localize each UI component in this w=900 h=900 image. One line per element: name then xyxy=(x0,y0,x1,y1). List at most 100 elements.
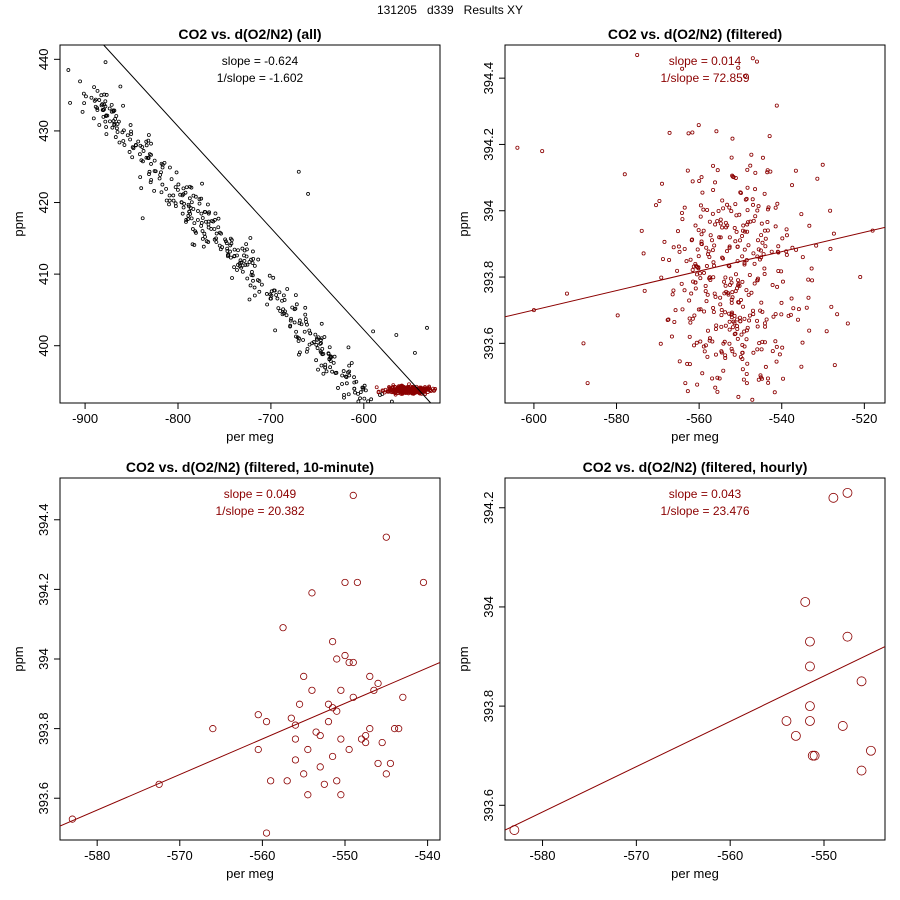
scatter-point xyxy=(698,276,703,281)
y-tick-label: 400 xyxy=(36,335,51,357)
scatter-point xyxy=(700,190,705,195)
scatter-point xyxy=(353,578,361,587)
scatter-point xyxy=(331,360,336,365)
scatter-point xyxy=(707,276,712,281)
scatter-point xyxy=(357,735,366,743)
scatter-point xyxy=(287,714,295,722)
scatter-point xyxy=(669,334,674,339)
scatter-point xyxy=(147,169,152,174)
scatter-point xyxy=(112,123,117,127)
scatter-point xyxy=(732,352,737,357)
scatter-point xyxy=(366,725,374,733)
y-tick-label: 394.4 xyxy=(481,62,496,95)
scatter-point xyxy=(281,307,286,312)
scatter-point xyxy=(720,225,725,230)
scatter-point xyxy=(333,777,341,785)
scatter-point xyxy=(192,243,197,247)
scatter-point xyxy=(810,278,815,283)
scatter-point xyxy=(147,172,151,176)
scatter-point xyxy=(706,249,711,254)
scatter-point xyxy=(250,273,255,278)
scatter-point xyxy=(727,319,732,324)
scatter-point xyxy=(719,313,724,318)
scatter-point xyxy=(680,66,685,71)
scatter-point xyxy=(78,79,82,84)
scatter-point xyxy=(677,359,682,364)
scatter-point xyxy=(639,228,644,233)
scatter-point xyxy=(703,343,708,348)
scatter-point xyxy=(719,324,724,329)
scatter-point xyxy=(696,228,701,233)
scatter-point xyxy=(662,239,667,244)
scatter-point xyxy=(744,196,749,201)
scatter-point xyxy=(144,139,149,144)
scatter-point xyxy=(130,155,135,160)
scatter-point xyxy=(687,362,692,367)
scatter-point xyxy=(187,196,192,201)
scatter-point xyxy=(300,770,308,778)
scatter-point xyxy=(220,245,224,250)
fit-line xyxy=(60,662,440,827)
scatter-point xyxy=(319,363,324,368)
scatter-point xyxy=(775,201,780,206)
scatter-point xyxy=(763,364,768,369)
scatter-point xyxy=(283,777,291,785)
scatter-point xyxy=(733,202,738,207)
scatter-point xyxy=(780,236,785,241)
scatter-point xyxy=(232,254,237,258)
scatter-point xyxy=(729,209,734,214)
scatter-point xyxy=(730,136,735,141)
scatter-point xyxy=(125,133,130,138)
scatter-point xyxy=(382,770,390,778)
scatter-point xyxy=(701,270,706,275)
scatter-point xyxy=(773,205,778,210)
scatter-point xyxy=(751,218,756,223)
scatter-point xyxy=(676,244,681,249)
scatter-point xyxy=(395,387,399,392)
scatter-point xyxy=(315,346,320,350)
scatter-point xyxy=(349,491,357,500)
scatter-point xyxy=(711,187,716,192)
scatter-point xyxy=(673,308,678,313)
scatter-point xyxy=(683,381,688,386)
scatter-point xyxy=(366,672,374,681)
scatter-point xyxy=(153,169,158,174)
scatter-point xyxy=(200,216,205,220)
scatter-point xyxy=(168,165,172,170)
scatter-point xyxy=(660,257,665,262)
scatter-point xyxy=(742,262,747,267)
scatter-point xyxy=(743,197,748,202)
scatter-point xyxy=(100,108,105,112)
scatter-point xyxy=(735,317,740,322)
scatter-point xyxy=(684,259,689,264)
y-axis-label: ppm xyxy=(11,211,26,236)
scatter-point xyxy=(305,322,309,327)
scatter-point xyxy=(735,324,740,329)
scatter-point xyxy=(362,396,367,401)
scatter-point xyxy=(766,205,771,210)
scatter-point xyxy=(745,167,750,172)
scatter-point xyxy=(748,163,753,168)
scatter-point xyxy=(828,492,839,503)
scatter-point xyxy=(732,226,737,231)
scatter-point xyxy=(120,130,125,135)
scatter-point xyxy=(371,329,376,334)
scatter-point xyxy=(665,317,670,322)
scatter-point xyxy=(710,211,715,216)
plot-frame-3 xyxy=(59,477,441,841)
scatter-point xyxy=(302,329,307,334)
scatter-point xyxy=(719,308,724,313)
scatter-point xyxy=(765,220,770,225)
scatter-point xyxy=(713,352,718,357)
scatter-point xyxy=(252,285,257,290)
scatter-point xyxy=(758,375,763,380)
scatter-point xyxy=(382,533,390,541)
scatter-point xyxy=(715,219,720,224)
scatter-point xyxy=(789,296,794,301)
scatter-point xyxy=(693,280,698,285)
scatter-point xyxy=(180,193,185,198)
scatter-point xyxy=(732,313,737,318)
scatter-point xyxy=(733,272,738,277)
scatter-point xyxy=(832,363,837,368)
scatter-point xyxy=(152,158,157,163)
